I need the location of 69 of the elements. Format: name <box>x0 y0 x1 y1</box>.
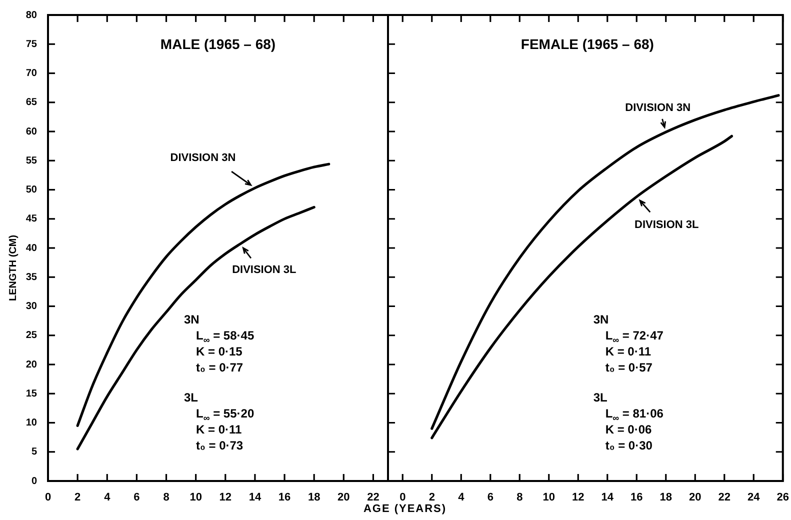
x-tick-label: 26 <box>776 492 790 504</box>
text: MALE (1965 – 68) <box>160 36 276 52</box>
y-tick-label: 30 <box>26 301 38 312</box>
y-axis-title: LENGTH (CM) <box>8 234 19 302</box>
legend-label: DIVISION 3L <box>232 264 297 276</box>
x-tick-label: 18 <box>660 492 672 504</box>
annotation: 3N <box>593 312 609 327</box>
x-tick-label: 12 <box>572 492 584 504</box>
y-tick-label: 45 <box>26 214 38 225</box>
y-tick-label: 55 <box>26 155 38 166</box>
y-tick-label: 0 <box>31 476 38 487</box>
y-tick-label: 35 <box>26 272 38 283</box>
annotation: K = 0·11 <box>605 344 652 359</box>
x-tick-label: 20 <box>338 492 350 504</box>
text: DIVISION 3N <box>170 152 236 164</box>
annotation: L∞ = 81·06 <box>605 406 664 423</box>
y-tick-label: 25 <box>26 330 38 342</box>
annotation: K = 0·15 <box>196 344 243 359</box>
y-tick-label: 70 <box>26 68 38 79</box>
x-tick-label: 16 <box>630 492 643 504</box>
y-tick-label: 65 <box>26 97 38 108</box>
x-tick-label: 6 <box>134 492 140 504</box>
annotation: 3N <box>184 312 200 327</box>
y-tick-label: 75 <box>26 38 38 50</box>
x-tick-label: 22 <box>367 492 380 504</box>
y-tick-label: 10 <box>26 418 38 428</box>
x-tick-label: 2 <box>428 492 435 504</box>
annotation: t₀ = 0·30 <box>605 438 653 453</box>
x-tick-label: 0 <box>400 492 406 504</box>
line-series <box>76 206 316 450</box>
line-series <box>76 162 330 427</box>
annotation: t₀ = 0·57 <box>605 360 653 375</box>
y-tick-label: 5 <box>31 446 38 458</box>
annotation: t₀ = 0·73 <box>196 438 244 453</box>
x-tick-label: 20 <box>689 492 702 504</box>
annotation: t₀ = 0·77 <box>196 360 244 375</box>
annotation: L∞ = 72·47 <box>605 328 664 345</box>
y-tick-label: 50 <box>26 184 38 196</box>
legend-label: DIVISION 3L <box>634 218 699 231</box>
series-label: DIVISION 3N <box>625 102 691 114</box>
y-tick-label: 60 <box>26 126 38 138</box>
annotation: 3L <box>593 390 608 405</box>
annotation: K = 0·06 <box>605 422 652 437</box>
annotation: L∞ = 55·20 <box>196 406 254 423</box>
x-tick-label: 4 <box>458 492 466 504</box>
x-tick-label: 12 <box>219 492 232 504</box>
annotation: K = 0·11 <box>196 422 242 437</box>
x-tick-label: 14 <box>601 492 614 504</box>
y-tick-label: 20 <box>26 359 38 370</box>
x-tick-label: 4 <box>104 492 112 504</box>
y-tick-label: 15 <box>26 388 38 400</box>
x-tick-label: 8 <box>516 492 523 504</box>
text: FEMALE (1965 – 68) <box>520 36 654 52</box>
x-tick-label: 24 <box>748 492 761 504</box>
x-tick-label: 14 <box>248 492 262 504</box>
x-tick-label: 0 <box>44 492 52 504</box>
x-tick-label: 18 <box>308 492 320 504</box>
x-tick-label: 10 <box>542 492 556 504</box>
x-tick-label: 2 <box>74 492 81 504</box>
y-tick-label: 40 <box>26 242 38 254</box>
x-tick-label: 16 <box>278 492 291 504</box>
x-tick-label: 10 <box>190 492 202 504</box>
annotation: L∞ = 58·45 <box>196 328 254 345</box>
x-tick-label: 22 <box>718 492 731 504</box>
x-axis-title: AGE (YEARS) <box>363 503 447 515</box>
x-tick-label: 6 <box>487 492 494 504</box>
x-tick-label: 8 <box>163 492 170 504</box>
annotation: 3L <box>184 390 198 405</box>
y-tick-label: 80 <box>26 10 38 21</box>
